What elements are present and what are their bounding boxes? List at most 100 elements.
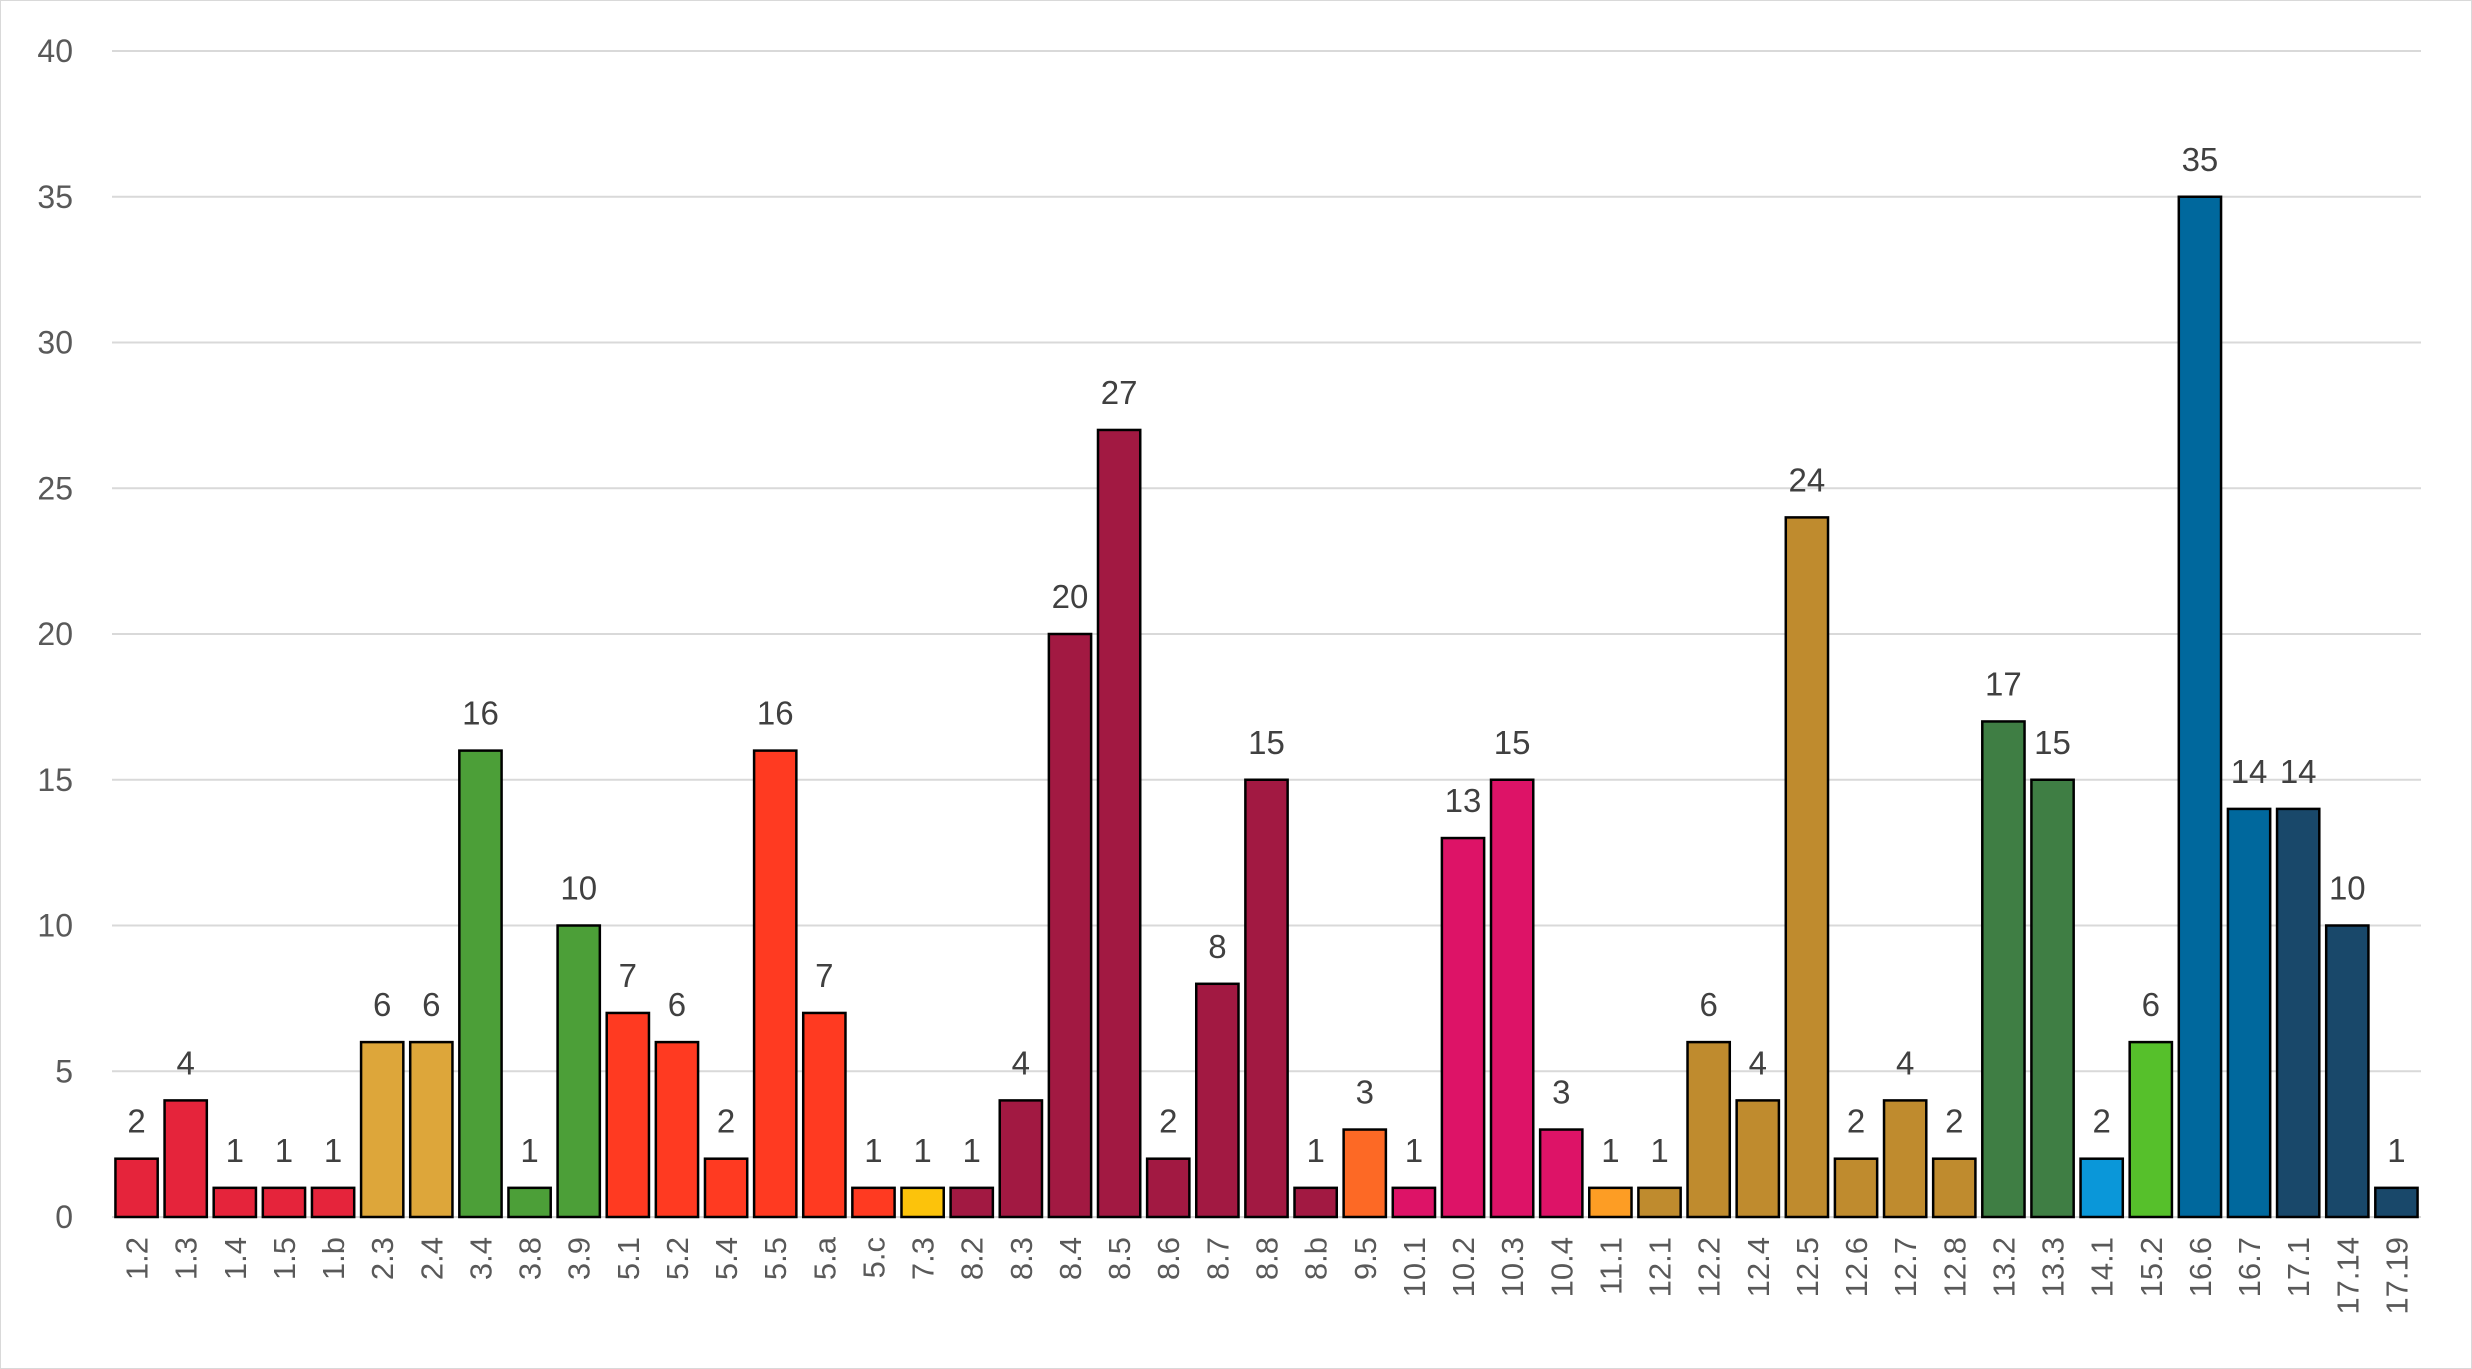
x-tick-label: 10.1	[1397, 1237, 1432, 1297]
x-tick-label: 8.7	[1200, 1237, 1235, 1280]
bar-16.7	[2226, 807, 2272, 1219]
bar-11.1	[1588, 1186, 1633, 1219]
data-label: 15	[1248, 724, 1285, 761]
x-tick-label: 14.1	[2085, 1237, 2120, 1297]
data-label: 6	[422, 986, 440, 1023]
data-label: 4	[1896, 1044, 1914, 1081]
y-tick-label: 25	[37, 470, 73, 506]
data-label: 1	[324, 1132, 342, 1169]
x-tick-label: 13.3	[2036, 1237, 2071, 1297]
x-tick-label: 5.4	[709, 1237, 744, 1280]
x-tick-label: 5.5	[758, 1237, 793, 1280]
data-label: 1	[1405, 1132, 1423, 1169]
bar-12.2	[1686, 1040, 1732, 1219]
bar-9.5	[1342, 1128, 1388, 1219]
bar-13.2	[1981, 720, 2026, 1219]
x-tick-label: 13.2	[1986, 1237, 2021, 1297]
x-tick-label: 12.5	[1790, 1237, 1825, 1297]
bars	[114, 195, 2419, 1219]
bar-1.2	[114, 1157, 159, 1219]
bar-1.b	[310, 1186, 356, 1219]
x-tick-label: 3.4	[463, 1237, 498, 1280]
bar-12.1	[1637, 1186, 1682, 1219]
x-tick-label: 8.5	[1102, 1237, 1137, 1280]
x-tick-label: 3.9	[562, 1237, 597, 1280]
bar-16.6	[2177, 195, 2223, 1219]
y-tick-label: 10	[37, 908, 73, 944]
bar-12.8	[1931, 1157, 1977, 1219]
y-tick-label: 15	[37, 762, 73, 798]
data-label: 27	[1101, 374, 1138, 411]
x-tick-label: 11.1	[1593, 1237, 1628, 1295]
bar-7.3	[900, 1186, 945, 1219]
y-tick-label: 20	[37, 616, 73, 652]
data-label: 14	[2280, 753, 2317, 790]
data-label: 6	[373, 986, 391, 1023]
bar-17.1	[2275, 807, 2321, 1219]
bar-5.4	[703, 1157, 749, 1219]
bar-10.2	[1440, 836, 1486, 1219]
data-label: 2	[1847, 1103, 1865, 1140]
bar-1.3	[163, 1099, 209, 1219]
x-tick-label: 5.2	[660, 1237, 695, 1280]
data-label: 3	[1552, 1074, 1570, 1111]
x-tick-label: 12.1	[1643, 1237, 1678, 1297]
data-label: 15	[1494, 724, 1531, 761]
bar-13.3	[2030, 778, 2075, 1219]
bar-10.4	[1538, 1128, 1584, 1219]
x-tick-label: 1.2	[120, 1237, 155, 1280]
x-tick-label: 1.4	[218, 1237, 253, 1280]
data-label: 1	[963, 1132, 981, 1169]
bar-5.1	[605, 1011, 651, 1219]
bar-15.2	[2128, 1040, 2174, 1219]
x-tick-label: 2.3	[365, 1237, 400, 1280]
y-tick-label: 5	[55, 1053, 73, 1089]
x-tick-label: 8.2	[955, 1237, 990, 1280]
x-tick-label: 2.4	[414, 1237, 449, 1280]
data-label: 2	[127, 1103, 145, 1140]
data-label: 1	[2387, 1132, 2405, 1169]
data-label: 8	[1208, 928, 1226, 965]
y-tick-label: 40	[37, 33, 73, 69]
x-tick-label: 5.a	[807, 1236, 842, 1280]
bar-8.b	[1293, 1186, 1339, 1219]
x-tick-label: 1.3	[169, 1237, 204, 1280]
data-label: 1	[226, 1132, 244, 1169]
x-tick-label: 7.3	[906, 1237, 941, 1280]
bar-5.2	[654, 1040, 700, 1219]
data-label: 17	[1985, 665, 2022, 702]
data-label: 35	[2182, 141, 2219, 178]
y-tick-label: 35	[37, 179, 73, 215]
x-tick-label: 17.19	[2379, 1237, 2414, 1315]
bar-3.8	[507, 1186, 552, 1219]
x-tick-label: 16.7	[2232, 1237, 2267, 1297]
data-label: 1	[520, 1132, 538, 1169]
data-label: 4	[177, 1044, 195, 1081]
data-label: 10	[2329, 870, 2366, 907]
x-tick-label: 10.3	[1495, 1237, 1530, 1297]
bar-1.4	[212, 1186, 258, 1219]
x-tick-label: 10.2	[1446, 1237, 1481, 1297]
data-label: 2	[717, 1103, 735, 1140]
data-label: 2	[2092, 1103, 2110, 1140]
data-label: 16	[757, 695, 794, 732]
x-tick-label: 15.2	[2134, 1237, 2169, 1297]
data-label: 6	[668, 986, 686, 1023]
x-tick-label: 12.6	[1839, 1237, 1874, 1297]
bar-5.5	[752, 749, 798, 1219]
x-tick-label: 8.3	[1004, 1237, 1039, 1280]
x-tick-label: 9.5	[1348, 1237, 1383, 1280]
bar-12.7	[1882, 1099, 1928, 1219]
x-tick-label: 16.6	[2183, 1237, 2218, 1297]
x-tick-label: 12.8	[1937, 1237, 1972, 1297]
bar-5.a	[801, 1011, 847, 1219]
bar-10.1	[1391, 1186, 1437, 1219]
bar-12.6	[1833, 1157, 1879, 1219]
bar-8.8	[1244, 778, 1289, 1219]
bar-17.14	[2324, 924, 2370, 1219]
bar-5.c	[851, 1186, 896, 1219]
data-label: 24	[1789, 461, 1826, 498]
data-label: 7	[815, 957, 833, 994]
x-tick-label: 1.5	[267, 1237, 302, 1280]
bar-14.1	[2079, 1157, 2125, 1219]
